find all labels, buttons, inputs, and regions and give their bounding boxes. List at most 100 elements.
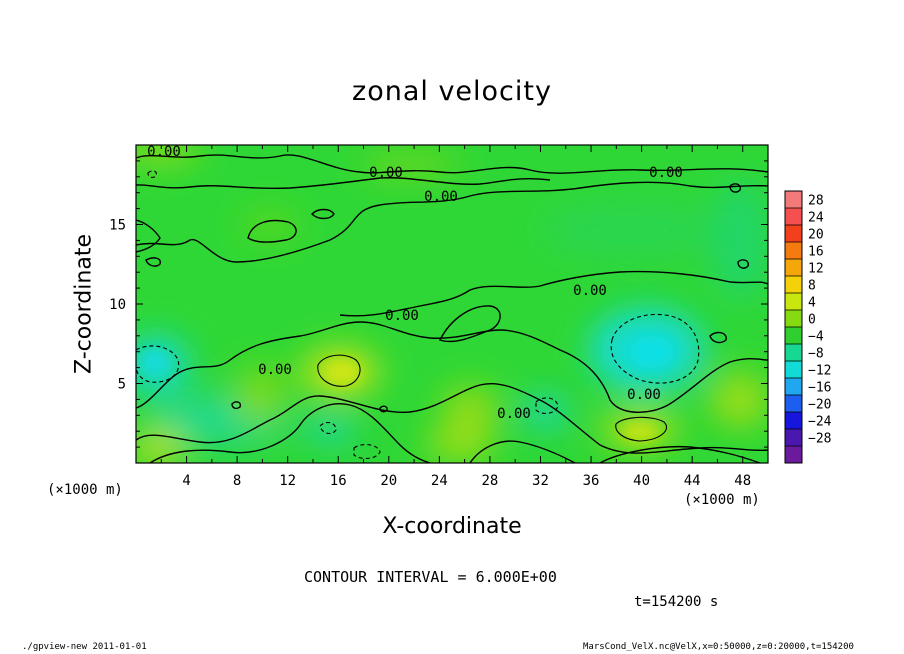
contour-neg6-small2: [353, 443, 381, 459]
x-tick-label: 8: [233, 473, 241, 489]
contour-label: 0.00: [385, 308, 419, 324]
contour-zero-upper: [136, 154, 768, 174]
y-tick-label: 5: [118, 377, 126, 393]
contour-zero-low3: [469, 440, 576, 463]
x-tick-label: 48: [734, 473, 751, 489]
colorbar-swatch: [785, 225, 802, 243]
y-axis-label: Z-coordinate: [71, 234, 97, 374]
colorbar-label: 0: [808, 313, 816, 328]
contour-label: 0.00: [573, 283, 607, 299]
x-axis-label: X-coordinate: [382, 514, 522, 539]
colorbar: 28 24 20 16 12 8 4 0 −4 −8 −12 −16 −20 −24 −28: [784, 190, 832, 464]
colorbar-swatch: [785, 191, 802, 209]
contour-label: 0.00: [497, 406, 531, 422]
contour-zero-patch8: [379, 405, 388, 413]
contour-lines: [136, 154, 768, 463]
y-tick-label: 15: [109, 218, 126, 234]
y-tick-label: 10: [109, 297, 126, 313]
colorbar-label: 24: [808, 211, 824, 226]
x-tick-label: 24: [431, 473, 448, 489]
contour-zero-patch7: [737, 259, 750, 269]
contour-neg6-west: [136, 345, 180, 383]
colorbar-label: 8: [808, 279, 816, 294]
colorbar-label: −4: [808, 330, 824, 345]
contour-neg6-small1: [535, 397, 559, 415]
x-tick-label: 44: [684, 473, 701, 489]
x-axis: 4 8 12 16 20 24 28 32 36 40 44 48: [160, 145, 751, 489]
colorbar-label: 16: [808, 245, 824, 260]
colorbar-swatch: [785, 412, 802, 430]
colorbar-swatch: [785, 395, 802, 413]
footer-left: ./gpview-new 2011-01-01: [22, 642, 147, 652]
x-tick-label: 16: [330, 473, 347, 489]
colorbar-label: 20: [808, 228, 824, 243]
contour-zero-dome: [339, 270, 768, 317]
contour-zero-patch10: [709, 331, 727, 344]
x-unit-left: (×1000 m): [47, 482, 123, 498]
contour-zero-patch6: [729, 183, 742, 193]
x-tick-label: 20: [380, 473, 397, 489]
colorbar-swatch: [785, 429, 802, 447]
contour-label: 0.00: [258, 362, 292, 378]
contour-zero-low2: [149, 403, 431, 463]
colorbar-swatch: [785, 208, 802, 226]
colorbar-swatch: [785, 327, 802, 345]
contour-pos6-b: [615, 416, 667, 442]
chart-title: zonal velocity: [352, 76, 552, 107]
contour-zero-mid: [136, 181, 768, 263]
x-tick-label: 32: [532, 473, 549, 489]
colorbar-label: −28: [808, 432, 831, 447]
colorbar-label: −16: [808, 381, 831, 396]
contour-zero-patch: [247, 219, 297, 243]
x-tick-label: 4: [182, 473, 190, 489]
colorbar-label: −8: [808, 347, 824, 362]
colorbar-swatch: [785, 259, 802, 277]
contour-label-group: 0.00 0.00 0.00 0.00 0.00 0.00 0.00 0.00 0.00: [147, 144, 683, 422]
x-tick-label: 12: [279, 473, 296, 489]
colorbar-swatch: [785, 361, 802, 379]
contour-zero-patch5: [311, 208, 335, 220]
contour-label: 0.00: [649, 165, 683, 181]
contour-zero-patch9: [231, 401, 242, 410]
colorbar-label: −20: [808, 398, 831, 413]
colorbar-swatch: [785, 378, 802, 396]
footer-right: MarsCond_VelX.nc@VelX,x=0:50000,z=0:2000…: [583, 642, 854, 652]
colorbar-label: 4: [808, 296, 816, 311]
colorbar-swatch: [785, 344, 802, 362]
contour-zero-patch4: [145, 257, 161, 267]
contour-interval-label: CONTOUR INTERVAL = 6.000E+00: [304, 568, 557, 586]
contour-pos6: [317, 354, 361, 387]
plot-area: 0.00 0.00 0.00 0.00 0.00 0.00 0.00 0.00 0.00: [136, 144, 768, 463]
colorbar-swatch: [785, 310, 802, 328]
contour-lines-positive: [317, 354, 667, 442]
contour-zero-patch2: [439, 305, 501, 343]
contour-neg6-east: [610, 313, 700, 384]
contour-zero-bottom: [136, 383, 768, 454]
contour-lines-negative: [136, 170, 700, 459]
contour-zero-upper2: [136, 177, 551, 190]
contour-zero-patch3: [136, 219, 161, 253]
colorbar-label: −24: [808, 415, 832, 430]
contour-zero-lower: [136, 321, 768, 413]
time-label: t=154200 s: [634, 594, 719, 610]
color-field-cores: [141, 336, 674, 440]
colorbar-swatch: [785, 446, 802, 464]
contour-label: 0.00: [627, 387, 661, 403]
colorbar-swatch: [785, 242, 802, 260]
contour-label: 0.00: [424, 189, 458, 205]
colorbar-swatch: [785, 276, 802, 294]
colorbar-label: 28: [808, 194, 824, 209]
x-tick-label: 28: [481, 473, 498, 489]
colorbar-label: −12: [808, 364, 831, 379]
x-unit-right: (×1000 m): [684, 492, 760, 508]
contour-label: 0.00: [147, 144, 181, 160]
colorbar-label: 12: [808, 262, 824, 277]
y-axis: 5 10 15: [109, 160, 768, 448]
x-tick-label: 36: [583, 473, 600, 489]
contour-label: 0.00: [369, 165, 403, 181]
x-tick-label: 40: [633, 473, 650, 489]
contour-zero-low4: [599, 445, 761, 463]
colorbar-swatch: [785, 293, 802, 311]
contour-neg6-small3: [319, 421, 337, 435]
